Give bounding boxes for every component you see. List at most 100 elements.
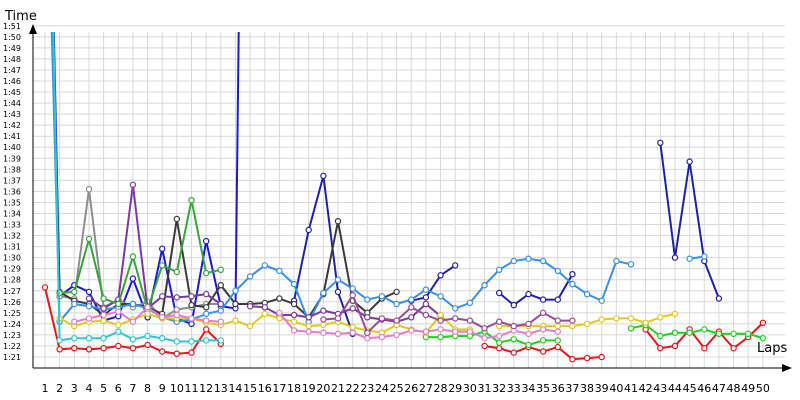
data-point bbox=[598, 353, 605, 361]
y-axis-arrow bbox=[29, 24, 37, 34]
data-point bbox=[730, 330, 737, 337]
data-point bbox=[510, 257, 517, 265]
data-point bbox=[510, 322, 517, 330]
data-point bbox=[334, 276, 342, 283]
data-point bbox=[100, 295, 107, 302]
x-tick-label: 27 bbox=[419, 382, 433, 395]
data-point bbox=[715, 295, 723, 302]
data-point bbox=[85, 346, 93, 353]
data-point bbox=[627, 315, 635, 322]
series-line bbox=[411, 264, 456, 302]
data-point bbox=[657, 314, 664, 321]
data-point bbox=[583, 290, 591, 298]
data-point bbox=[364, 329, 371, 336]
data-point bbox=[539, 337, 547, 344]
data-point bbox=[334, 288, 342, 296]
data-point bbox=[217, 307, 224, 314]
data-point bbox=[613, 257, 620, 265]
y-tick-label: 1:25 bbox=[3, 309, 21, 318]
x-tick-label: 20 bbox=[316, 382, 330, 395]
data-point bbox=[115, 328, 122, 335]
x-tick-label: 25 bbox=[390, 382, 404, 395]
series-1 bbox=[41, 284, 767, 363]
data-point bbox=[129, 181, 137, 188]
data-point bbox=[71, 345, 78, 352]
y-tick-label: 1:39 bbox=[3, 154, 21, 163]
data-point bbox=[173, 311, 180, 319]
x-tick-label: 43 bbox=[653, 382, 667, 395]
data-point bbox=[144, 304, 151, 311]
data-point bbox=[364, 296, 371, 303]
data-point bbox=[437, 326, 444, 333]
x-tick-label: 14 bbox=[228, 382, 242, 395]
data-point bbox=[202, 337, 210, 344]
data-point bbox=[598, 316, 605, 323]
data-point bbox=[320, 289, 327, 297]
data-point bbox=[422, 328, 430, 335]
data-point bbox=[290, 280, 298, 288]
data-point bbox=[539, 257, 547, 265]
y-tick-label: 1:37 bbox=[3, 176, 21, 185]
data-point bbox=[408, 304, 415, 311]
y-tick-label: 1:43 bbox=[3, 110, 21, 119]
data-point bbox=[554, 322, 562, 330]
data-point bbox=[437, 333, 444, 341]
data-point bbox=[217, 300, 224, 308]
data-point bbox=[525, 330, 532, 337]
y-tick-label: 1:32 bbox=[3, 232, 21, 241]
data-point bbox=[539, 326, 547, 333]
y-tick-label: 1:35 bbox=[3, 198, 21, 207]
data-point bbox=[452, 328, 459, 335]
x-tick-label: 13 bbox=[214, 382, 228, 395]
data-point bbox=[173, 294, 180, 301]
data-point bbox=[686, 255, 693, 262]
data-point bbox=[539, 348, 547, 355]
x-tick-label: 8 bbox=[144, 382, 151, 395]
y-tick-label: 1:42 bbox=[3, 121, 21, 130]
data-point bbox=[85, 335, 93, 342]
data-point bbox=[202, 269, 210, 277]
y-tick-label: 1:46 bbox=[3, 77, 21, 86]
data-point bbox=[452, 262, 459, 269]
y-tick-label: 1:45 bbox=[3, 88, 21, 97]
data-point bbox=[349, 292, 356, 299]
data-point bbox=[85, 315, 93, 322]
y-tick-label: 1:23 bbox=[3, 331, 21, 340]
data-point bbox=[173, 306, 180, 313]
data-point bbox=[422, 300, 430, 308]
x-tick-label: 36 bbox=[551, 382, 565, 395]
data-point bbox=[246, 322, 254, 330]
data-point bbox=[202, 310, 210, 318]
data-point bbox=[393, 331, 400, 339]
x-tick-label: 37 bbox=[565, 382, 579, 395]
data-point bbox=[100, 345, 107, 352]
data-point bbox=[554, 328, 562, 335]
data-point bbox=[129, 275, 137, 282]
y-tick-label: 1:30 bbox=[3, 254, 21, 263]
x-tick-label: 48 bbox=[727, 382, 741, 395]
data-point bbox=[276, 267, 283, 275]
x-tick-label: 26 bbox=[404, 382, 418, 395]
x-tick-label: 30 bbox=[463, 382, 477, 395]
data-point bbox=[71, 300, 78, 308]
series-12 bbox=[52, 32, 224, 345]
data-point bbox=[393, 288, 400, 296]
data-point bbox=[671, 254, 679, 261]
data-point bbox=[349, 285, 356, 292]
data-point bbox=[496, 289, 503, 297]
data-point bbox=[100, 317, 107, 324]
data-point bbox=[232, 287, 239, 294]
data-point bbox=[393, 300, 400, 308]
data-point bbox=[261, 310, 268, 318]
x-tick-label: 7 bbox=[129, 382, 136, 395]
x-tick-label: 50 bbox=[756, 382, 770, 395]
data-point bbox=[525, 341, 532, 349]
data-point bbox=[56, 346, 63, 353]
data-point bbox=[627, 261, 635, 268]
data-point bbox=[466, 317, 474, 324]
y-tick-label: 1:49 bbox=[3, 44, 21, 53]
data-point bbox=[276, 295, 283, 302]
data-point bbox=[188, 301, 195, 309]
data-point bbox=[481, 335, 488, 342]
